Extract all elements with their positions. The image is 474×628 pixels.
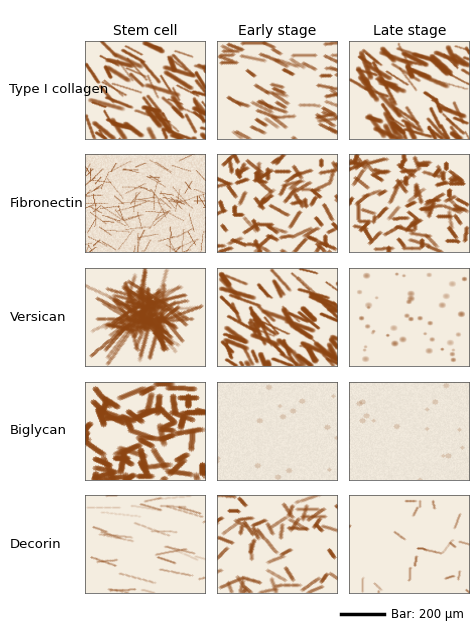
Text: Decorin: Decorin: [9, 538, 61, 551]
Text: Versican: Versican: [9, 311, 66, 323]
Text: Biglycan: Biglycan: [9, 425, 66, 437]
Text: Fibronectin: Fibronectin: [9, 197, 83, 210]
Text: Bar: 200 μm: Bar: 200 μm: [391, 608, 464, 620]
Text: Stem cell: Stem cell: [113, 24, 178, 38]
Text: Late stage: Late stage: [373, 24, 446, 38]
Text: Type I collagen: Type I collagen: [9, 84, 109, 96]
Text: Early stage: Early stage: [238, 24, 317, 38]
